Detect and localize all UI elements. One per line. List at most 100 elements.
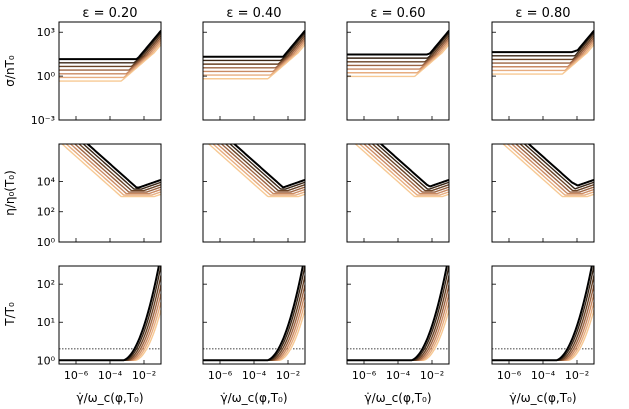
panel-r1-c3 bbox=[346, 21, 450, 121]
series-group bbox=[354, 144, 449, 198]
x-tick-label: 10⁻⁴ bbox=[386, 369, 411, 382]
series-line-2 bbox=[347, 32, 449, 59]
series-line-1 bbox=[527, 144, 594, 187]
series-line-6 bbox=[492, 41, 594, 72]
series-line-6 bbox=[59, 41, 161, 79]
series-line-4 bbox=[514, 144, 594, 193]
series-line-6 bbox=[347, 41, 449, 74]
y-tick-label: 10³ bbox=[37, 26, 55, 39]
row-ylabel-viscosity: η/η₀(T₀) bbox=[3, 170, 17, 216]
panel-frame bbox=[58, 21, 162, 121]
series-group bbox=[61, 144, 161, 198]
series-line-7 bbox=[61, 144, 161, 198]
x-tick-label: 10⁻⁶ bbox=[352, 369, 377, 382]
series-line-3 bbox=[492, 34, 594, 61]
panels: 10⁻³ 10⁰ 10³ 10⁰ 10² 10⁴ 10⁰ 10¹ 10² 10⁻⁶ 10⁻⁴ 10⁻²… bbox=[31, 21, 595, 382]
row-ylabel-temperature: T/T₀ bbox=[3, 302, 17, 327]
series-group bbox=[203, 30, 305, 80]
x-tick-label: 10⁻⁴ bbox=[98, 369, 123, 382]
series-line-5 bbox=[59, 39, 161, 75]
series-group bbox=[59, 266, 161, 362]
y-tick-label: 10⁰ bbox=[37, 236, 56, 249]
y-tick-label: 10⁴ bbox=[37, 175, 56, 188]
series-line-7 bbox=[207, 144, 305, 198]
series-line-5 bbox=[203, 39, 305, 73]
series-line-3 bbox=[347, 34, 449, 63]
x-tick-label: 10⁻⁶ bbox=[497, 369, 522, 382]
series-line-1 bbox=[86, 144, 161, 189]
series-line-2 bbox=[203, 32, 305, 62]
panel-frame bbox=[346, 21, 450, 121]
series-line-2 bbox=[375, 144, 449, 190]
row-ylabel-stress: σ/nT₀ bbox=[3, 55, 17, 87]
x-tick-label: 10⁻⁴ bbox=[531, 369, 556, 382]
x-axis-label-4: γ̇/ω_c(φ,T₀) bbox=[509, 391, 576, 405]
series-line-1 bbox=[203, 266, 304, 362]
series-line-2 bbox=[492, 32, 594, 57]
series-line-7 bbox=[354, 144, 449, 198]
series-line-1 bbox=[203, 30, 305, 58]
x-tick-label: 10⁻² bbox=[420, 369, 444, 382]
column-title-1: ε = 0.20 bbox=[82, 6, 137, 21]
x-axis-label-2: γ̇/ω_c(φ,T₀) bbox=[220, 391, 287, 405]
column-title-4: ε = 0.80 bbox=[515, 6, 570, 21]
series-group bbox=[203, 266, 305, 362]
series-line-2 bbox=[523, 144, 594, 190]
series-line-5 bbox=[362, 144, 449, 195]
series-line-7 bbox=[203, 44, 305, 80]
series-line-1 bbox=[492, 266, 593, 362]
series-line-5 bbox=[492, 39, 594, 68]
series-line-5 bbox=[347, 39, 449, 70]
series-line-3 bbox=[519, 144, 594, 192]
series-line-4 bbox=[203, 37, 305, 69]
series-line-6 bbox=[212, 144, 305, 196]
panel-r1-c1: 10⁻³ 10⁰ 10³ bbox=[31, 21, 162, 127]
series-line-2 bbox=[82, 144, 161, 190]
series-line-3 bbox=[78, 144, 161, 192]
x-tick-label: 10⁻² bbox=[132, 369, 156, 382]
series-line-5 bbox=[69, 144, 161, 195]
series-line-4 bbox=[347, 37, 449, 67]
x-tick-label: 10⁻² bbox=[276, 369, 300, 382]
series-line-1 bbox=[347, 266, 448, 362]
series-line-7 bbox=[59, 44, 161, 82]
series-line-6 bbox=[203, 41, 305, 76]
series-group bbox=[492, 266, 594, 362]
series-line-5 bbox=[510, 144, 594, 195]
x-tick-label: 10⁻² bbox=[565, 369, 589, 382]
series-line-2 bbox=[229, 144, 305, 190]
x-tick-label: 10⁻⁶ bbox=[64, 369, 89, 382]
series-line-4 bbox=[59, 37, 161, 71]
column-title-3: ε = 0.60 bbox=[370, 6, 425, 21]
series-line-3 bbox=[203, 34, 305, 65]
series-line-3 bbox=[371, 144, 449, 192]
panel-r3-c4: 10⁻⁶ 10⁻⁴ 10⁻² bbox=[491, 265, 595, 382]
series-line-2 bbox=[59, 32, 161, 64]
y-tick-label: 10⁰ bbox=[37, 70, 56, 83]
panel-r2-c3 bbox=[346, 143, 450, 243]
series-group bbox=[207, 144, 305, 198]
series-line-4 bbox=[73, 144, 161, 193]
series-line-1 bbox=[232, 144, 305, 189]
series-line-6 bbox=[358, 144, 449, 196]
series-line-3 bbox=[59, 34, 161, 68]
panel-r1-c2 bbox=[202, 21, 306, 121]
x-axis-label-1: γ̇/ω_c(φ,T₀) bbox=[76, 391, 143, 405]
panel-r1-c4 bbox=[491, 21, 595, 121]
series-line-1 bbox=[59, 30, 161, 61]
series-line-1 bbox=[379, 144, 449, 188]
series-line-3 bbox=[224, 144, 305, 192]
series-line-7 bbox=[492, 44, 594, 75]
series-line-1 bbox=[347, 30, 449, 56]
y-tick-label: 10² bbox=[37, 206, 55, 219]
x-tick-label: 10⁻⁴ bbox=[242, 369, 267, 382]
series-group bbox=[59, 30, 161, 82]
series-line-7 bbox=[347, 44, 449, 78]
series-line-1 bbox=[59, 266, 160, 362]
y-tick-label: 10⁻³ bbox=[31, 114, 55, 127]
series-line-7 bbox=[502, 144, 594, 198]
y-tick-label: 10⁰ bbox=[37, 354, 56, 367]
y-tick-label: 10² bbox=[37, 278, 55, 291]
series-line-1 bbox=[492, 30, 594, 54]
